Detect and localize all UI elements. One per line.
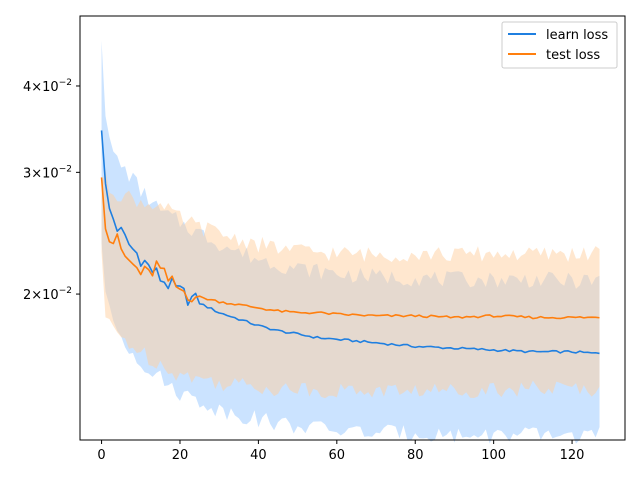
x-tick-label: 60 [329,448,346,463]
x-tick-label: 40 [250,448,267,463]
y-axis: 2×10−2 3×10−2 4×10−2 [23,78,80,303]
legend-label-learn-loss: learn loss [546,28,608,43]
band-test-loss [101,169,600,399]
x-tick-label: 100 [481,448,506,463]
x-tick-label: 20 [172,448,189,463]
x-tick-label: 0 [97,448,105,463]
series-lines [100,130,600,355]
x-tick-label: 120 [560,448,585,463]
x-axis: 0 20 40 60 80 100 120 [97,440,584,463]
legend-label-test-loss: test loss [546,48,600,63]
confidence-bands [101,40,600,444]
line-test-loss [100,177,600,320]
legend: learn loss test loss [501,21,618,69]
y-tick-label: 3×10−2 [23,164,72,181]
plot-frame [79,15,626,441]
x-tick-label: 80 [407,448,424,463]
y-tick-label: 2×10−2 [23,286,72,303]
y-tick-label: 4×10−2 [23,78,72,95]
